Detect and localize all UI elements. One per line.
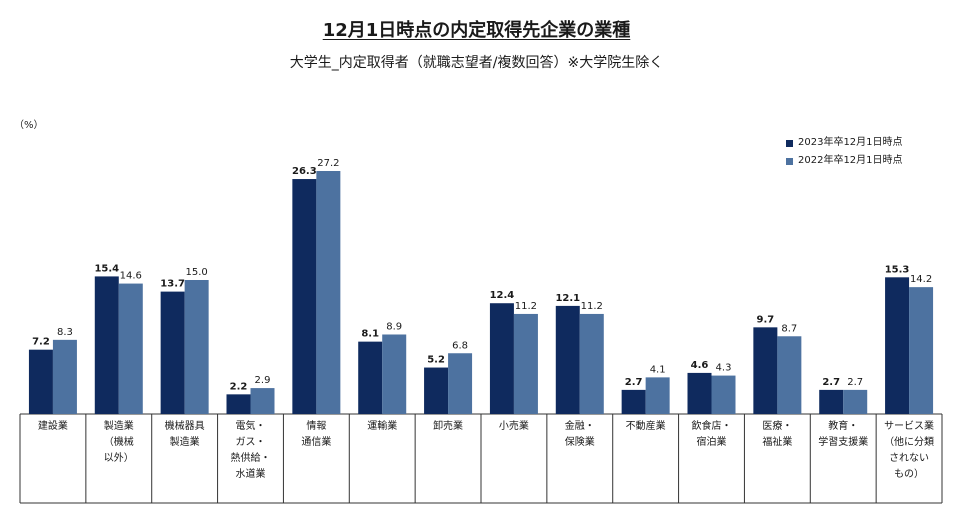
bar-2022 bbox=[118, 283, 143, 414]
bar-2023 bbox=[292, 179, 317, 414]
bar-2023 bbox=[753, 327, 778, 414]
legend-label-2023: 2023年卒12月1日時点 bbox=[798, 137, 903, 148]
category-label: （機械 bbox=[104, 435, 134, 448]
category-label: 製造業 bbox=[104, 419, 134, 432]
data-label-2022: 8.3 bbox=[57, 327, 73, 338]
bar-2022 bbox=[448, 353, 473, 414]
bar-2022 bbox=[579, 313, 604, 414]
data-label-2023: 2.2 bbox=[230, 381, 248, 392]
category-label: 情報 bbox=[306, 419, 326, 432]
legend-item-2022: 2022年卒12月1日時点 bbox=[786, 152, 903, 170]
data-label-2022: 6.8 bbox=[452, 340, 468, 351]
category-label: 建設業 bbox=[38, 419, 68, 432]
data-label-2022: 4.1 bbox=[650, 364, 666, 375]
data-label-2022: 8.9 bbox=[386, 321, 402, 332]
category-label: 以外） bbox=[104, 452, 134, 464]
category-label: ガス・ bbox=[236, 436, 266, 448]
data-label-2023: 7.2 bbox=[32, 337, 50, 348]
bar-2022 bbox=[184, 279, 209, 414]
data-label-2023: 9.7 bbox=[756, 314, 774, 325]
bar-2023 bbox=[424, 367, 449, 414]
bar-2023 bbox=[621, 389, 646, 414]
category-label: 製造業 bbox=[170, 435, 200, 448]
bar-2022 bbox=[316, 171, 341, 414]
bar-2022 bbox=[382, 334, 407, 414]
legend: 2023年卒12月1日時点 2022年卒12月1日時点 bbox=[786, 134, 903, 170]
bar-2022 bbox=[645, 377, 670, 414]
data-label-2023: 12.4 bbox=[490, 290, 515, 301]
category-label: 飲食店・ bbox=[692, 419, 732, 432]
data-label-2023: 15.4 bbox=[94, 263, 119, 274]
legend-swatch-2022 bbox=[786, 157, 793, 165]
bar-2023 bbox=[555, 305, 580, 414]
category-label: 学習支援業 bbox=[818, 435, 868, 448]
data-label-2023: 13.7 bbox=[160, 279, 185, 290]
data-label-2022: 2.7 bbox=[847, 377, 863, 388]
category-label: もの） bbox=[894, 468, 924, 480]
category-label: （他に分類 bbox=[884, 435, 934, 448]
category-label: 熱供給・ bbox=[231, 451, 271, 464]
category-label: 医療・ bbox=[762, 419, 792, 432]
data-label-2022: 11.2 bbox=[581, 301, 603, 312]
bar-2022 bbox=[777, 336, 802, 414]
data-label-2022: 11.2 bbox=[515, 301, 537, 312]
data-label-2023: 12.1 bbox=[555, 293, 580, 304]
bar-2023 bbox=[94, 276, 119, 414]
category-label: 教育・ bbox=[828, 419, 858, 432]
data-label-2023: 2.7 bbox=[822, 377, 840, 388]
data-label-2022: 27.2 bbox=[317, 158, 339, 169]
category-label: されない bbox=[889, 452, 929, 464]
data-label-2022: 2.9 bbox=[255, 375, 271, 386]
bar-2023 bbox=[160, 291, 185, 414]
legend-swatch-2023 bbox=[786, 139, 793, 147]
data-label-2023: 2.7 bbox=[625, 377, 643, 388]
data-label-2023: 8.1 bbox=[361, 329, 379, 340]
category-label: 保険業 bbox=[565, 435, 595, 448]
data-label-2022: 14.6 bbox=[120, 271, 142, 282]
chart-subtitle: 大学生_内定取得者（就職志望者/複数回答）※大学院生除く bbox=[289, 55, 664, 71]
data-label-2023: 4.6 bbox=[691, 360, 709, 371]
category-label: 水道業 bbox=[236, 467, 266, 480]
category-label: 通信業 bbox=[301, 435, 331, 448]
bar-2023 bbox=[28, 349, 53, 414]
chart-title: 12月1日時点の内定取得先企業の業種 bbox=[322, 20, 631, 41]
category-label: 小売業 bbox=[499, 419, 529, 432]
bar-2023 bbox=[226, 394, 251, 414]
legend-label-2022: 2022年卒12月1日時点 bbox=[798, 155, 903, 166]
bar-2022 bbox=[843, 389, 868, 414]
data-label-2022: 8.7 bbox=[781, 323, 797, 334]
category-label: 福祉業 bbox=[762, 435, 792, 448]
bar-2022 bbox=[909, 287, 934, 414]
bar-2022 bbox=[250, 388, 275, 414]
bar-2023 bbox=[358, 341, 383, 414]
data-label-2023: 26.3 bbox=[292, 166, 317, 177]
category-label: 金融・ bbox=[565, 419, 595, 432]
bar-2023 bbox=[687, 372, 712, 414]
data-label-2023: 15.3 bbox=[885, 264, 910, 275]
data-label-2022: 4.3 bbox=[716, 363, 732, 374]
bar-2023 bbox=[885, 277, 910, 414]
bar-2023 bbox=[819, 389, 844, 414]
category-label: 運輸業 bbox=[367, 419, 397, 432]
y-unit-label: （%） bbox=[14, 120, 44, 131]
category-label: サービス業 bbox=[884, 419, 934, 432]
data-label-2023: 5.2 bbox=[427, 355, 445, 366]
bar-2022 bbox=[513, 313, 538, 414]
bar-2022 bbox=[711, 375, 736, 414]
bar-2023 bbox=[489, 303, 514, 414]
data-label-2022: 15.0 bbox=[186, 267, 208, 278]
category-label: 卸売業 bbox=[433, 419, 463, 432]
category-label: 不動産業 bbox=[626, 419, 666, 432]
category-label: 宿泊業 bbox=[697, 435, 727, 448]
category-label: 機械器具 bbox=[165, 419, 205, 432]
legend-item-2023: 2023年卒12月1日時点 bbox=[786, 134, 903, 152]
bar-2022 bbox=[52, 339, 77, 414]
data-label-2022: 14.2 bbox=[910, 274, 932, 285]
category-label: 電気・ bbox=[236, 419, 266, 432]
